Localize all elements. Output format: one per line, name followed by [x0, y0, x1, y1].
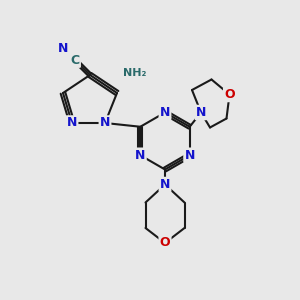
Text: N: N	[67, 116, 77, 130]
Text: N: N	[100, 116, 110, 130]
Text: N: N	[58, 42, 69, 55]
Text: N: N	[196, 106, 206, 119]
Text: N: N	[160, 106, 170, 119]
Text: NH₂: NH₂	[123, 68, 147, 79]
Text: O: O	[160, 236, 170, 250]
Text: N: N	[160, 178, 170, 191]
Text: N: N	[184, 149, 195, 162]
Text: O: O	[224, 88, 235, 101]
Text: C: C	[70, 54, 80, 67]
Text: N: N	[135, 149, 146, 162]
